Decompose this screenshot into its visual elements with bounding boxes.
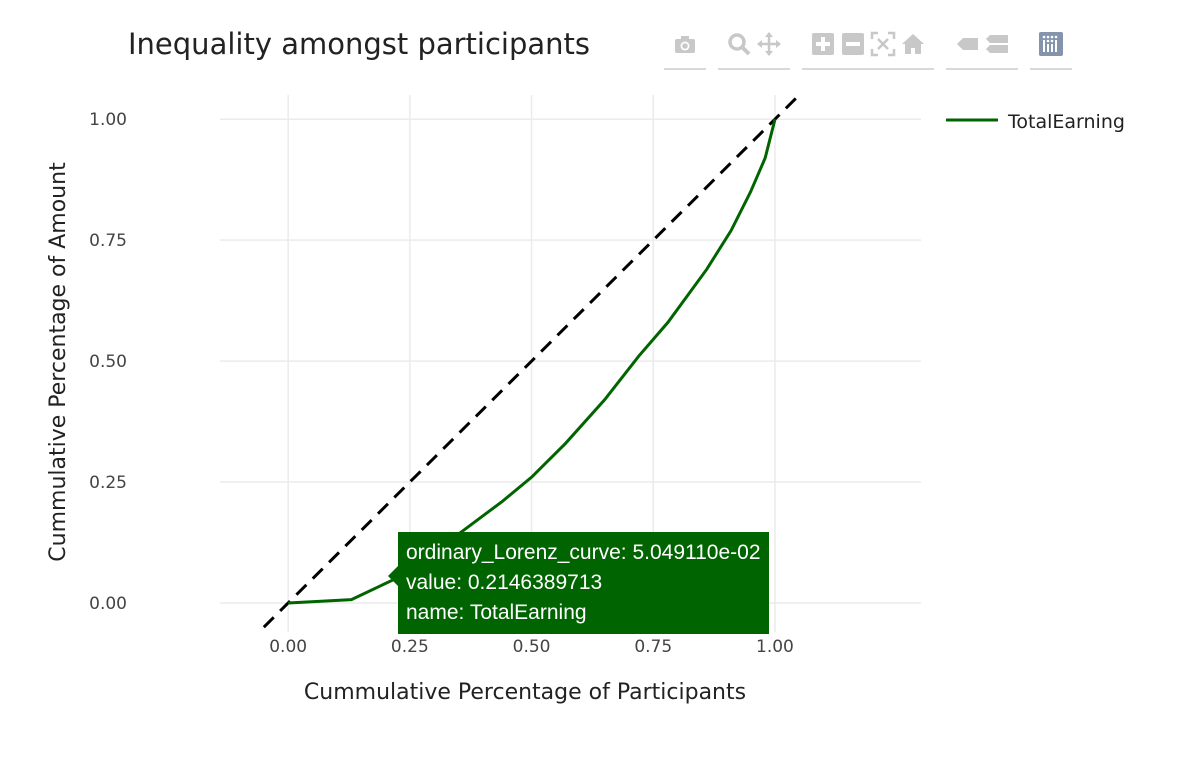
pan-icon <box>756 31 782 61</box>
plotly-logo-button[interactable] <box>1037 32 1065 60</box>
tooltip-line-name: name: TotalEarning <box>406 601 587 624</box>
zoom-in-icon <box>810 31 836 61</box>
plotly-logo-icon <box>1038 31 1064 61</box>
y-tick-labels: 0.00 0.25 0.50 0.75 1.00 <box>89 110 127 614</box>
modebar <box>664 24 1072 70</box>
home-button[interactable] <box>899 32 927 60</box>
home-icon <box>900 31 926 61</box>
compare-icon <box>984 31 1010 61</box>
compare-button[interactable] <box>983 32 1011 60</box>
modebar-group <box>1030 24 1072 70</box>
x-axis-label: Cummulative Percentage of Participants <box>304 680 746 705</box>
y-tick-label: 0.50 <box>89 352 127 372</box>
zoom-in-button[interactable] <box>809 32 837 60</box>
x-tick-label: 0.75 <box>634 637 672 657</box>
x-tick-labels: 0.00 0.25 0.50 0.75 1.00 <box>269 637 794 657</box>
y-tick-label: 0.25 <box>89 473 127 493</box>
y-tick-label: 0.00 <box>89 594 127 614</box>
spike-lines-button[interactable] <box>953 32 981 60</box>
pan-button[interactable] <box>755 32 783 60</box>
modebar-group <box>664 24 706 70</box>
autoscale-button[interactable] <box>869 31 897 61</box>
x-tick-label: 0.25 <box>391 637 429 657</box>
modebar-group <box>946 24 1018 70</box>
equality-line <box>262 93 801 629</box>
spike-lines-icon <box>954 31 980 61</box>
zoom-icon <box>726 31 752 61</box>
modebar-group <box>718 24 790 70</box>
modebar-group <box>802 24 934 70</box>
zoom-out-icon <box>840 31 866 61</box>
chart-title: Inequality amongst participants <box>128 27 590 61</box>
tooltip-line-lorenz: ordinary_Lorenz_curve: 5.049110e-02 <box>406 541 761 564</box>
camera-button[interactable] <box>671 32 699 60</box>
y-tick-label: 0.75 <box>89 231 127 251</box>
legend-label-totalearning[interactable]: TotalEarning <box>1007 111 1125 133</box>
tooltip-line-value: value: 0.2146389713 <box>406 571 603 594</box>
y-axis-label: Cummulative Percentage of Amount <box>46 162 71 562</box>
autoscale-icon <box>870 31 896 61</box>
x-tick-label: 1.00 <box>756 637 794 657</box>
x-tick-label: 0.00 <box>269 637 307 657</box>
y-tick-label: 1.00 <box>89 110 127 130</box>
hover-tooltip: ordinary_Lorenz_curve: 5.049110e-02 valu… <box>388 532 769 634</box>
x-tick-label: 0.50 <box>513 637 551 657</box>
zoom-out-button[interactable] <box>839 32 867 60</box>
camera-icon <box>672 31 698 61</box>
zoom-button[interactable] <box>725 32 753 60</box>
legend[interactable]: TotalEarning <box>946 111 1125 133</box>
